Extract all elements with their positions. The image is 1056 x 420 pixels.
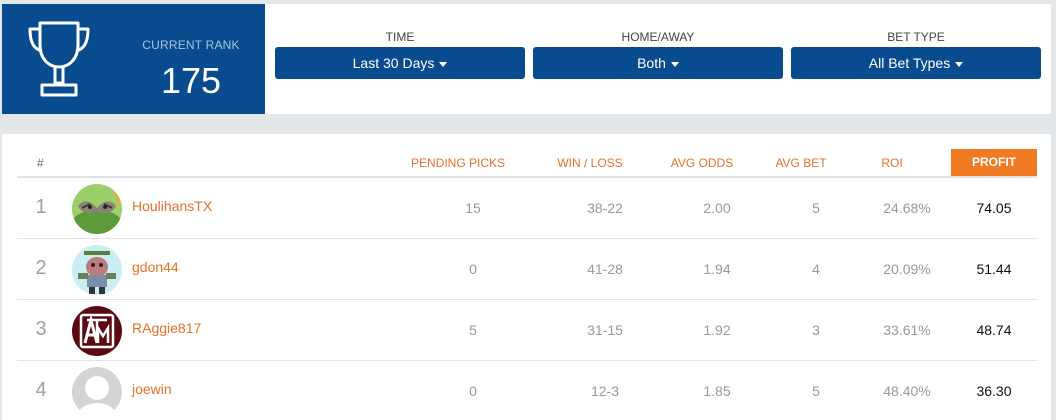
table-row: 4 joewin 0 12-3 1.85 5 48.40% 36.30	[17, 361, 1037, 420]
row-pending-picks: 0	[469, 383, 477, 399]
row-roi: 33.61%	[883, 322, 931, 338]
row-avg-bet: 5	[812, 383, 820, 399]
filter-home-away: HOME/AWAY Both	[533, 30, 783, 79]
current-rank-label: CURRENT RANK	[142, 38, 240, 52]
row-avg-bet: 5	[812, 200, 820, 216]
row-avg-odds: 1.94	[703, 261, 731, 277]
row-profit: 48.74	[976, 322, 1012, 338]
header-roi[interactable]: ROI	[881, 156, 903, 170]
header-profit[interactable]: PROFIT	[951, 149, 1037, 176]
filter-bet-type-label: BET TYPE	[887, 30, 945, 44]
row-pending-picks: 5	[469, 322, 477, 338]
row-rank: 4	[35, 379, 47, 401]
row-win-loss: 38-22	[587, 200, 623, 216]
table-row: 1 HoulihansTX 15 38-22 2.00 5 24.68% 74.…	[17, 178, 1037, 239]
time-dropdown-value: Last 30 Days	[352, 55, 435, 71]
row-rank: 1	[35, 196, 47, 218]
cartoon-avatar-icon[interactable]	[72, 245, 122, 295]
row-avg-odds: 1.92	[703, 322, 731, 338]
header-rank-number: #	[37, 156, 44, 170]
row-roi: 24.68%	[883, 200, 931, 216]
trophy-icon	[28, 21, 90, 97]
table-header: # PENDING PICKS WIN / LOSS AVG ODDS AVG …	[2, 134, 1051, 178]
filter-bet-type: BET TYPE All Bet Types	[791, 30, 1041, 79]
header-avg-odds[interactable]: AVG ODDS	[670, 156, 734, 170]
user-name-link[interactable]: HoulihansTX	[132, 198, 213, 214]
home-away-dropdown[interactable]: Both	[533, 47, 783, 79]
user-name-link[interactable]: joewin	[132, 381, 172, 397]
user-name-link[interactable]: RAggie817	[132, 320, 202, 336]
current-rank-card: CURRENT RANK 175	[2, 4, 265, 114]
row-avg-odds: 1.85	[703, 383, 731, 399]
row-roi: 20.09%	[883, 261, 931, 277]
leaderboard-table: # PENDING PICKS WIN / LOSS AVG ODDS AVG …	[2, 134, 1051, 420]
animal-avatar-icon[interactable]	[72, 184, 122, 234]
time-dropdown[interactable]: Last 30 Days	[275, 47, 525, 79]
home-away-dropdown-value: Both	[637, 55, 666, 71]
row-profit: 74.05	[976, 200, 1012, 216]
row-profit: 51.44	[976, 261, 1012, 277]
filter-home-away-label: HOME/AWAY	[621, 30, 695, 44]
row-pending-picks: 0	[469, 261, 477, 277]
row-rank: 3	[35, 318, 47, 340]
table-row: 3 RAggie817 5 31-15 1.92 3 33.61% 48.74	[17, 300, 1037, 361]
row-profit: 36.30	[976, 383, 1012, 399]
filter-time-label: TIME	[385, 30, 415, 44]
row-win-loss: 41-28	[587, 261, 623, 277]
row-rank: 2	[35, 257, 47, 279]
top-panel: CURRENT RANK 175 TIME Last 30 Days HOME/…	[0, 0, 1056, 116]
bet-type-dropdown-value: All Bet Types	[868, 55, 951, 71]
row-avg-bet: 4	[812, 261, 820, 277]
row-roi: 48.40%	[883, 383, 931, 399]
filter-time: TIME Last 30 Days	[275, 30, 525, 79]
row-avg-bet: 3	[812, 322, 820, 338]
default-user-avatar-icon[interactable]	[72, 367, 122, 417]
caret-down-icon	[670, 61, 679, 67]
header-win-loss[interactable]: WIN / LOSS	[557, 156, 623, 170]
texas-am-logo-avatar-icon[interactable]	[72, 306, 122, 356]
header-divider	[17, 176, 1037, 178]
header-avg-bet[interactable]: AVG BET	[775, 156, 827, 170]
row-avg-odds: 2.00	[703, 200, 731, 216]
caret-down-icon	[955, 61, 964, 67]
row-win-loss: 12-3	[590, 383, 620, 399]
caret-down-icon	[439, 61, 448, 67]
current-rank-value: 175	[160, 60, 222, 101]
user-name-link[interactable]: gdon44	[132, 259, 179, 275]
table-row: 2 gdon44 0 41-28 1.94 4 20.09% 51.44	[17, 239, 1037, 300]
bet-type-dropdown[interactable]: All Bet Types	[791, 47, 1041, 79]
header-pending-picks[interactable]: PENDING PICKS	[410, 156, 506, 170]
filter-bar: TIME Last 30 Days HOME/AWAY Both BET TYP…	[265, 4, 1051, 114]
row-pending-picks: 15	[465, 200, 481, 216]
row-win-loss: 31-15	[587, 322, 623, 338]
